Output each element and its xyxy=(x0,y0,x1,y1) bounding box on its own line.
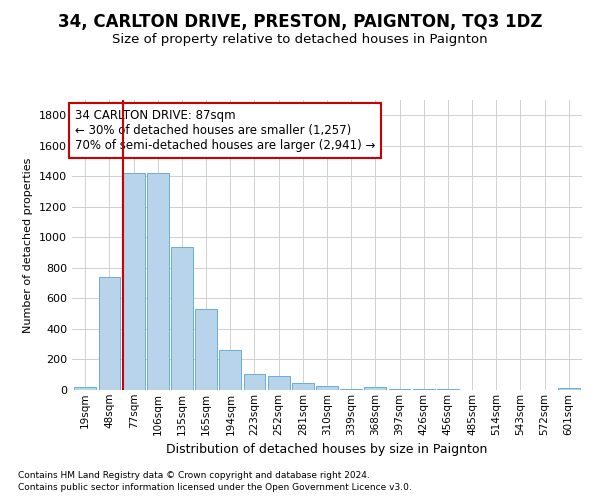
Bar xyxy=(316,386,338,390)
Bar xyxy=(98,277,121,390)
Bar xyxy=(364,388,386,390)
Bar xyxy=(340,389,362,390)
Bar xyxy=(268,376,290,390)
Y-axis label: Number of detached properties: Number of detached properties xyxy=(23,158,34,332)
Bar xyxy=(558,388,580,390)
Bar xyxy=(437,389,459,390)
Bar xyxy=(292,383,314,390)
Text: Contains public sector information licensed under the Open Government Licence v3: Contains public sector information licen… xyxy=(18,484,412,492)
Bar xyxy=(74,386,96,390)
Bar xyxy=(413,389,434,390)
Text: Contains HM Land Registry data © Crown copyright and database right 2024.: Contains HM Land Registry data © Crown c… xyxy=(18,471,370,480)
Bar xyxy=(123,174,145,390)
Bar xyxy=(220,350,241,390)
Text: 34, CARLTON DRIVE, PRESTON, PAIGNTON, TQ3 1DZ: 34, CARLTON DRIVE, PRESTON, PAIGNTON, TQ… xyxy=(58,12,542,30)
Bar xyxy=(171,248,193,390)
Bar xyxy=(389,389,410,390)
Bar xyxy=(147,174,169,390)
Text: Size of property relative to detached houses in Paignton: Size of property relative to detached ho… xyxy=(112,32,488,46)
Bar xyxy=(244,374,265,390)
X-axis label: Distribution of detached houses by size in Paignton: Distribution of detached houses by size … xyxy=(166,443,488,456)
Bar xyxy=(195,309,217,390)
Text: 34 CARLTON DRIVE: 87sqm
← 30% of detached houses are smaller (1,257)
70% of semi: 34 CARLTON DRIVE: 87sqm ← 30% of detache… xyxy=(74,108,375,152)
